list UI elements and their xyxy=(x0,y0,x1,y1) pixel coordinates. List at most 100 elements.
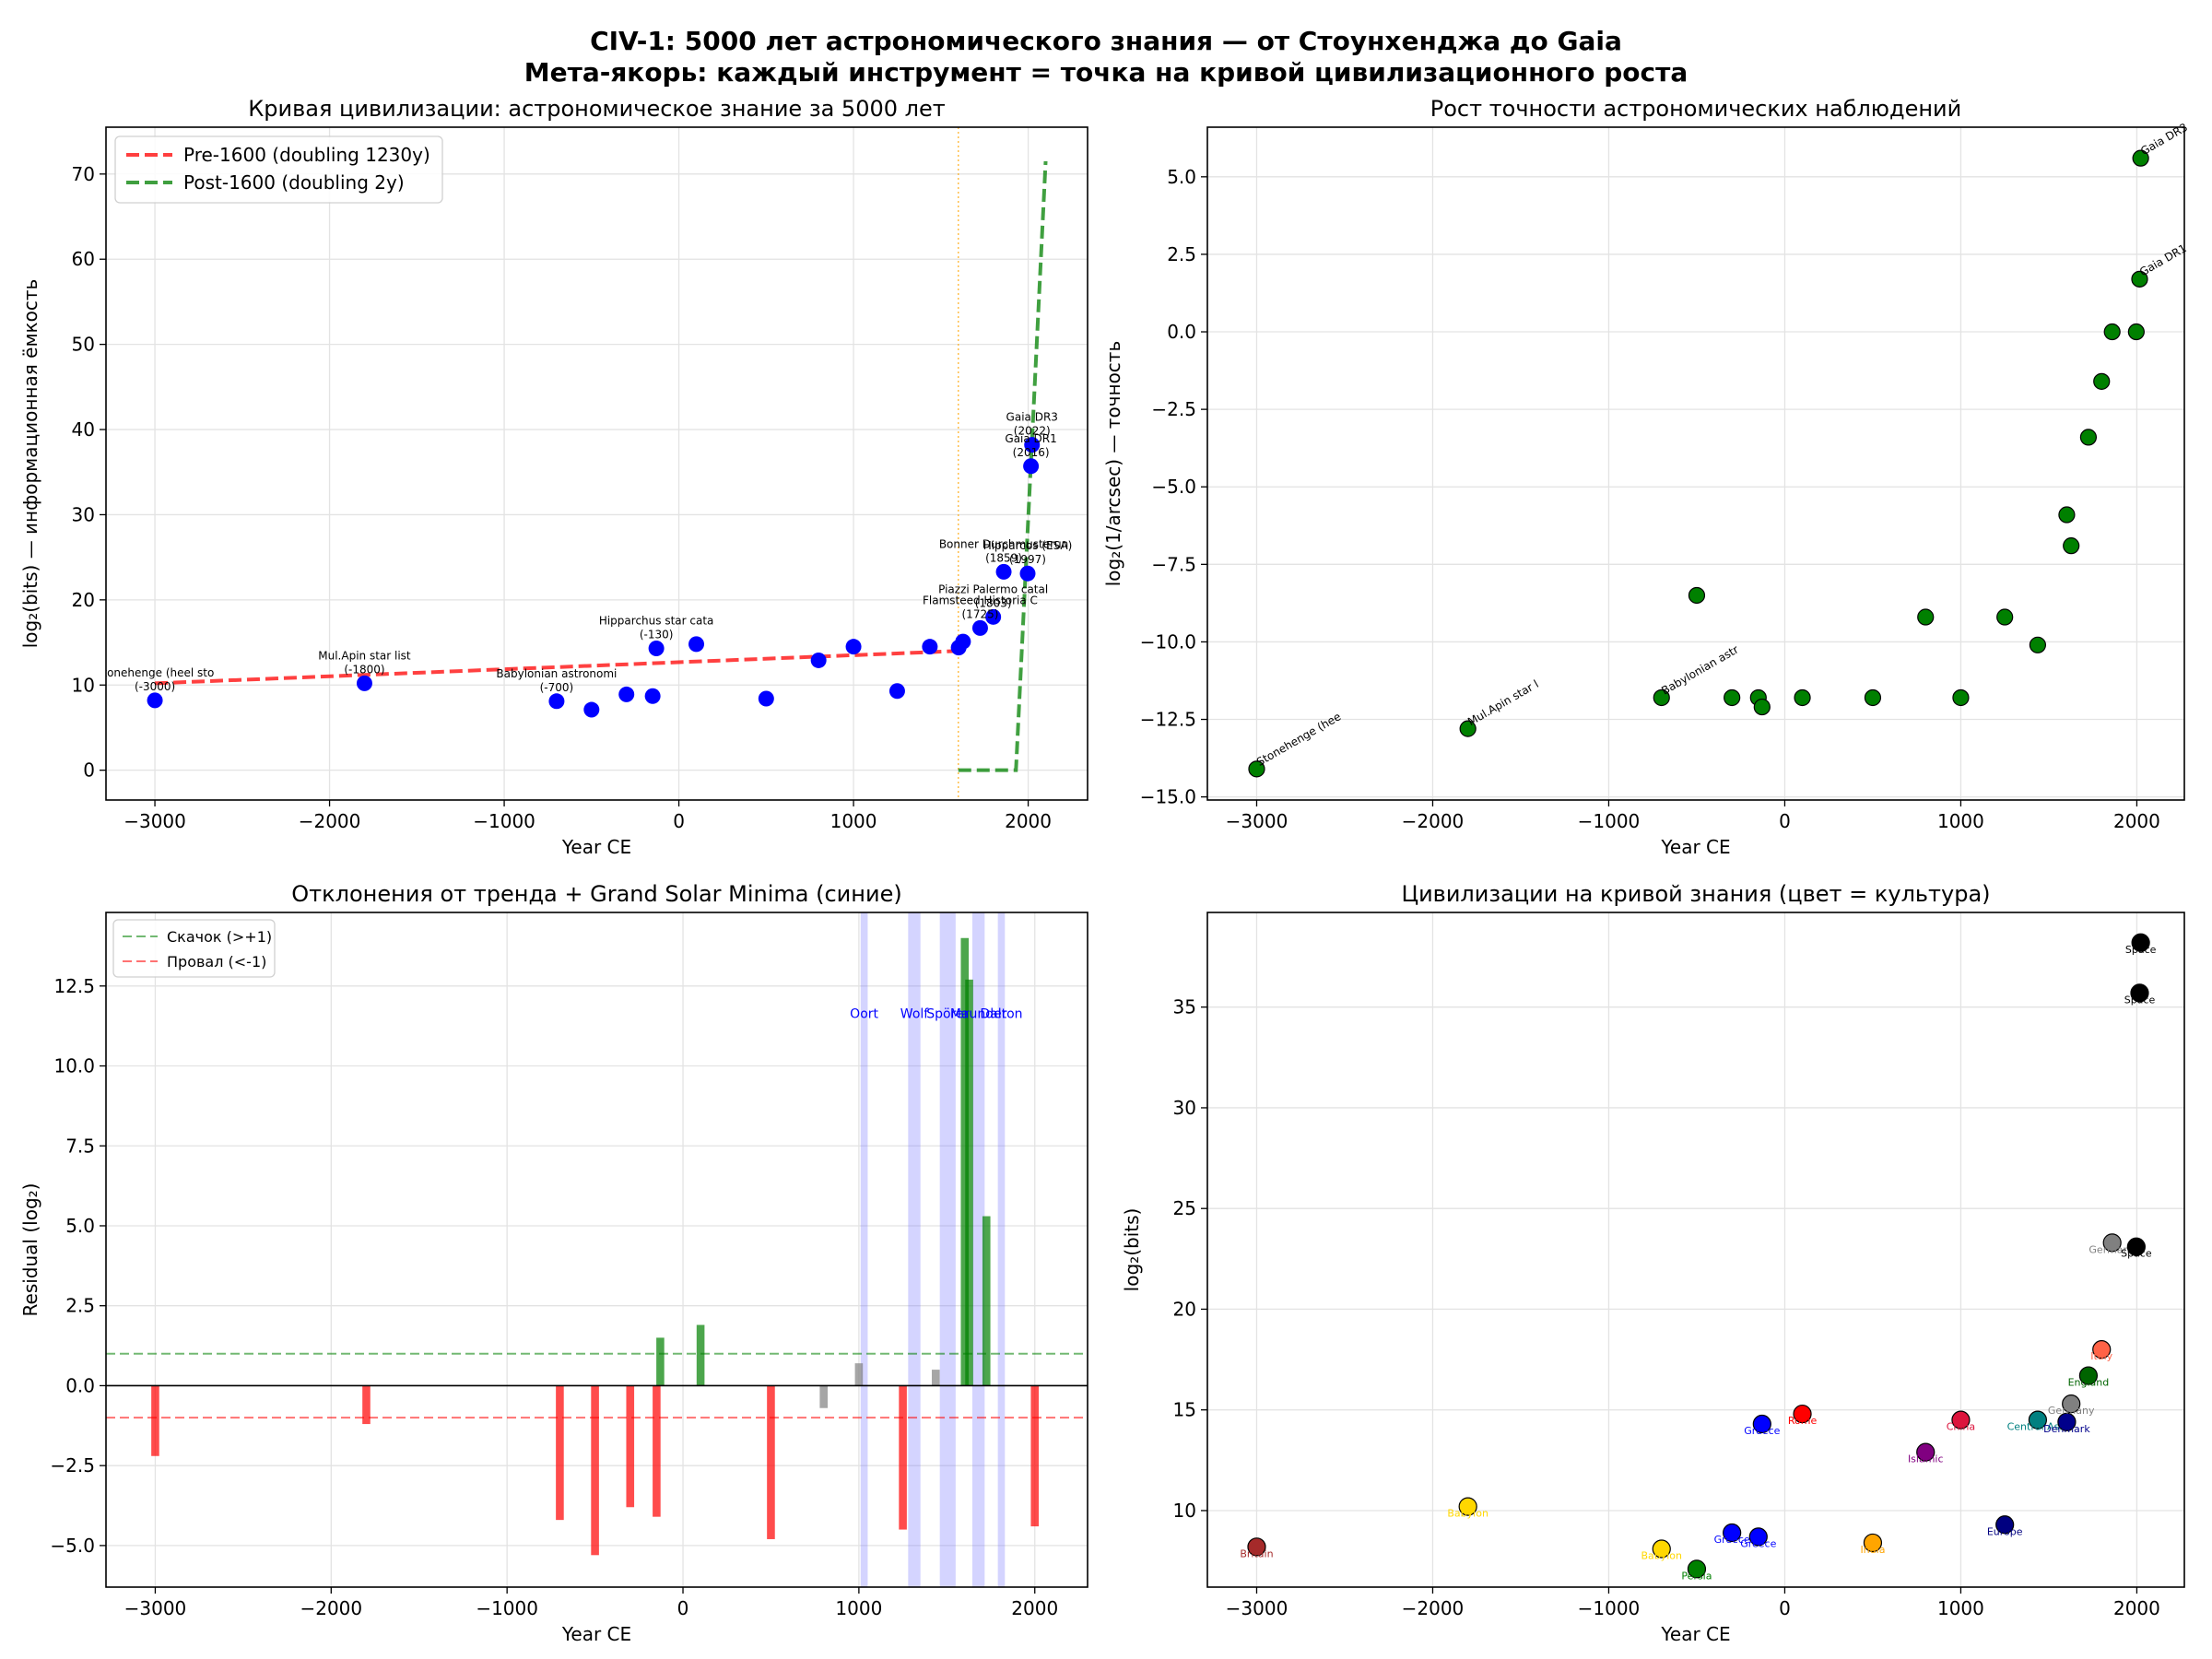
plot-background xyxy=(1207,912,2184,1587)
y-tick-label: −2.5 xyxy=(1151,398,1196,420)
civilization-point xyxy=(2131,933,2150,952)
point-annotation: Piazzi Palermo catal (1803) xyxy=(938,582,1048,609)
data-point xyxy=(2029,636,2047,653)
data-point xyxy=(922,639,938,655)
data-point xyxy=(147,692,163,709)
legend: Скачок (>+1) Провал (<-1) xyxy=(112,919,276,978)
panel-p1: −3000 −2000 −1000 0 1000 2000 0 10 20 30 40 50 60 70 К… xyxy=(19,96,1088,858)
data-point xyxy=(2093,372,2111,390)
data-point xyxy=(1653,688,1670,707)
data-point xyxy=(1794,688,1811,707)
legend-label: Скачок (>+1) xyxy=(167,928,272,946)
x-tick-label: −3000 xyxy=(124,810,186,832)
data-point xyxy=(1952,688,1970,707)
y-tick-label: 50 xyxy=(72,334,95,356)
civilization-point xyxy=(1793,1404,1812,1424)
data-point xyxy=(1459,720,1477,737)
civilization-point xyxy=(1458,1497,1477,1516)
civilization-point xyxy=(2092,1340,2112,1359)
y-tick-label: 5.0 xyxy=(65,1215,95,1237)
point-annotation: Hipparcos (ESA) (1997) xyxy=(983,539,1073,566)
y-tick-label: 35 xyxy=(1173,996,1196,1018)
data-point xyxy=(955,633,971,650)
data-point xyxy=(1024,437,1041,453)
legend: Pre-1600 (doubling 1230y) Post-1600 (doub… xyxy=(114,135,443,204)
x-axis-label: Year CE xyxy=(1660,1623,1730,1645)
residual-bar xyxy=(1030,1385,1040,1527)
civilization-point xyxy=(1247,1537,1266,1557)
x-axis-label: Year CE xyxy=(561,1623,631,1645)
data-point xyxy=(995,563,1012,580)
data-point xyxy=(1019,565,1036,582)
data-point xyxy=(1688,586,1706,605)
civilization-label: China xyxy=(1947,1421,1975,1433)
solar-minimum-label: Oort xyxy=(850,1006,878,1021)
y-axis-label: log₂(bits) — информационная ёмкость xyxy=(19,279,41,649)
y-axis-label: Residual (log₂) xyxy=(19,1183,41,1317)
y-tick-label: 30 xyxy=(72,503,95,525)
civilization-label: Babylon xyxy=(1447,1508,1488,1520)
axes-frame xyxy=(105,126,1088,801)
civilization-label: Central Asia xyxy=(2007,1421,2069,1433)
x-tick-label: 1000 xyxy=(1937,1597,1984,1619)
figure-title: CIV-1: 5000 лет астрономического знания … xyxy=(0,26,2212,88)
data-point xyxy=(356,675,372,691)
civilization-label: Italy xyxy=(2090,1350,2112,1362)
panel-title: Рост точности астрономических наблюдений xyxy=(1430,96,1962,122)
civilization-point xyxy=(2130,983,2149,1003)
point-annotation: Hipparchus star cata (-130) xyxy=(599,615,714,641)
x-tick-label: −2000 xyxy=(300,1597,362,1619)
civilization-point xyxy=(2126,1237,2146,1256)
data-point xyxy=(1248,760,1265,778)
residual-bar xyxy=(965,979,973,1386)
data-point xyxy=(2131,270,2148,288)
x-tick-label: 2000 xyxy=(1011,1597,1058,1619)
data-point xyxy=(548,693,565,710)
x-tick-label: 0 xyxy=(1779,810,1791,832)
x-tick-label: −1000 xyxy=(473,810,535,832)
residual-bar xyxy=(626,1385,635,1508)
solar-minimum-band xyxy=(997,912,1006,1587)
point-annotation: Mul.Apin star list (-1800) xyxy=(318,649,411,676)
residual-bar xyxy=(767,1385,775,1539)
solar-minimum-band xyxy=(860,912,868,1587)
axes-frame xyxy=(105,912,1088,1588)
y-tick-label: 10 xyxy=(72,674,95,696)
civilization-label: Space xyxy=(2124,994,2156,1006)
residual-bar xyxy=(899,1385,907,1530)
x-axis-label: Year CE xyxy=(1660,836,1730,858)
civilization-label: Space xyxy=(2121,1248,2152,1260)
axes-frame xyxy=(1206,126,2185,801)
residual-bar xyxy=(362,1385,371,1425)
y-tick-label: 7.5 xyxy=(65,1135,95,1157)
plot-area xyxy=(1248,149,2149,778)
residual-bar xyxy=(819,1385,829,1408)
y-tick-label: 2.5 xyxy=(1167,243,1196,265)
civilization-label: Greece xyxy=(1740,1537,1776,1549)
axes-frame xyxy=(1206,912,2185,1588)
data-point xyxy=(2058,506,2076,524)
panel-p2: −3000 −2000 −1000 0 1000 2000 −15.0 −12.5 −10.0 −… xyxy=(1102,96,2190,858)
residual-bar xyxy=(696,1324,705,1386)
solar-minimum-label: Dalton xyxy=(980,1006,1022,1021)
plot-background xyxy=(1207,127,2184,800)
y-tick-label: 60 xyxy=(72,248,95,270)
x-tick-label: −2000 xyxy=(1402,810,1465,832)
data-point xyxy=(985,608,1002,625)
civilization-label: Space xyxy=(2125,944,2157,956)
residual-bar xyxy=(591,1385,599,1556)
y-tick-label: 10.0 xyxy=(53,1055,95,1077)
y-tick-label: 40 xyxy=(72,418,95,441)
data-point xyxy=(1864,688,1882,707)
x-tick-label: 1000 xyxy=(830,810,877,832)
y-tick-label: −12.5 xyxy=(1140,709,1196,731)
y-tick-label: −15.0 xyxy=(1140,786,1196,808)
y-tick-label: −2.5 xyxy=(50,1454,95,1477)
trend-line-post-1600 xyxy=(958,160,1048,772)
civilization-label: Babylon xyxy=(1641,1549,1682,1561)
data-point xyxy=(2063,537,2080,555)
civilization-point xyxy=(1687,1559,1707,1579)
panel-title: Цивилизации на кривой знания (цвет = кул… xyxy=(1401,881,1990,907)
data-point xyxy=(758,690,774,707)
x-tick-label: −3000 xyxy=(1226,1597,1288,1619)
